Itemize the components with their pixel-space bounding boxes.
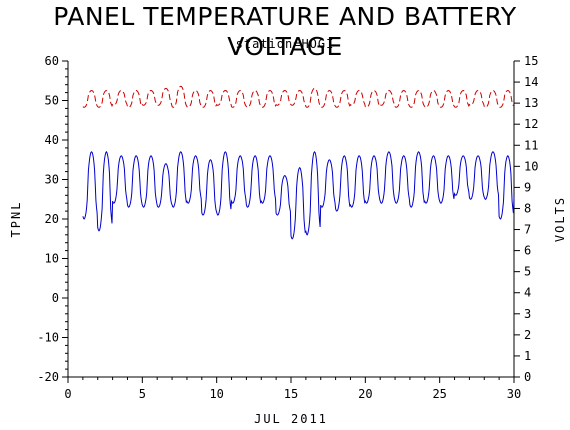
series-line-tpnl: [82, 150, 515, 240]
y-left-tick-label: -10: [37, 331, 59, 345]
y-axis-label-left: TPNL: [9, 201, 23, 238]
x-axis-label: JUL 2011: [254, 412, 328, 426]
chart-title: PANEL TEMPERATURE AND BATTERY VOLTAGE: [53, 2, 517, 61]
y-right-tick-label: 7: [524, 223, 531, 237]
y-right-tick-label: 12: [524, 117, 538, 131]
x-tick-label: 5: [139, 387, 146, 401]
y-right-tick-label: 14: [524, 75, 538, 89]
y-left-tick-label: 50: [45, 94, 59, 108]
y-left-tick-label: 40: [45, 133, 59, 147]
x-tick-label: 25: [432, 387, 446, 401]
y-right-tick-label: 4: [524, 286, 531, 300]
y-left-tick-label: 10: [45, 252, 59, 266]
y-right-tick-label: 2: [524, 328, 531, 342]
y-right-tick-label: 13: [524, 96, 538, 110]
x-tick-label: 20: [358, 387, 372, 401]
y-right-tick-label: 8: [524, 201, 531, 215]
y-left-tick-label: 30: [45, 173, 59, 187]
y-right-tick-label: 5: [524, 265, 531, 279]
y-right-tick-label: 10: [524, 159, 538, 173]
x-tick-label: 30: [507, 387, 521, 401]
y-right-tick-label: 15: [524, 54, 538, 68]
x-tick-label: 0: [64, 387, 71, 401]
y-right-tick-label: 0: [524, 370, 531, 384]
x-tick-label: 10: [209, 387, 223, 401]
y-left-tick-label: 20: [45, 212, 59, 226]
y-left-tick-label: -20: [37, 370, 59, 384]
y-right-tick-label: 11: [524, 138, 538, 152]
y-left-tick-label: 60: [45, 54, 59, 68]
y-right-tick-label: 3: [524, 307, 531, 321]
y-right-tick-label: 9: [524, 180, 531, 194]
y-axis-label-right: VOLTS: [553, 196, 567, 242]
chart-subtitle: station=HOGI: [235, 37, 335, 51]
x-tick-label: 15: [284, 387, 298, 401]
series-line-volts: [82, 85, 515, 108]
y-right-tick-label: 6: [524, 244, 531, 258]
y-left-tick-label: 0: [52, 291, 59, 305]
y-right-tick-label: 1: [524, 349, 531, 363]
